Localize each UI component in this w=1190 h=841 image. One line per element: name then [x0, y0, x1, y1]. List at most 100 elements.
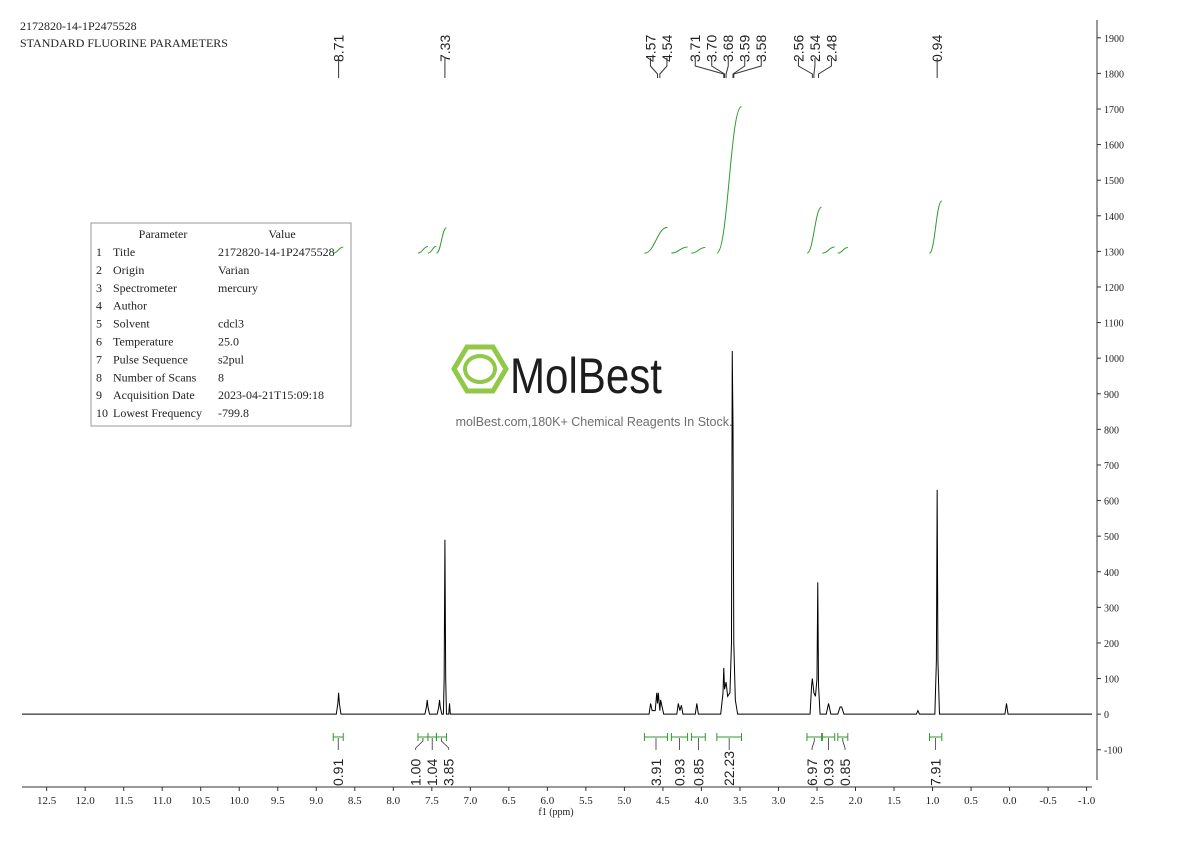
x-tick-label: 0.5 [964, 795, 978, 807]
integral-bracket [837, 733, 849, 741]
table-row-value: s2pul [218, 352, 245, 366]
peak-connector [813, 58, 816, 78]
peak-label: 3.68 [720, 35, 736, 62]
subtitle: STANDARD FLUORINE PARAMETERS [20, 36, 228, 50]
peak-label: 7.33 [437, 35, 453, 62]
peak-connector [818, 58, 832, 78]
peak-label: 2.54 [807, 35, 823, 62]
y-tick-label: 300 [1104, 603, 1119, 614]
peak-connector [711, 58, 726, 78]
table-row-number: 7 [96, 352, 102, 366]
table-row-name: Author [113, 299, 147, 313]
peak-label: 2.56 [790, 35, 806, 62]
table-row-name: Title [113, 245, 135, 259]
integral-bracket [435, 733, 447, 741]
x-tick-label: 2.5 [810, 795, 824, 807]
peak-connector [797, 58, 813, 78]
y-tick-label: 200 [1104, 639, 1119, 650]
integral-label: 1.04 [424, 759, 440, 786]
peak-connector [659, 58, 668, 78]
integral-label: 6.97 [804, 759, 820, 786]
integral-curve [417, 246, 429, 254]
y-tick-label: 700 [1104, 461, 1119, 472]
peak-label: 3.70 [704, 35, 720, 62]
integral-curve [671, 246, 688, 254]
table-row-number: 10 [96, 406, 108, 420]
y-tick-label: 400 [1104, 568, 1119, 579]
peak-label: 8.71 [331, 35, 347, 62]
integral-bracket [670, 733, 689, 741]
integral-label: 0.93 [821, 759, 837, 786]
x-tick-label: 9.5 [271, 795, 285, 807]
table-row-value: 2023-04-21T15:09:18 [218, 388, 324, 402]
integral-bracket [716, 733, 742, 741]
peak-label: 4.57 [642, 35, 658, 62]
x-tick-label: 6.5 [502, 795, 516, 807]
watermark-brand: MolBest [510, 348, 662, 404]
table-row-name: Number of Scans [113, 370, 197, 384]
x-tick-label: 3.5 [733, 795, 747, 807]
table-row-name: Temperature [113, 335, 173, 349]
x-tick-label: 7.5 [425, 795, 439, 807]
integral-label: 0.91 [330, 759, 346, 786]
integral-connector [441, 738, 450, 750]
peak-label: 0.94 [929, 35, 945, 62]
table-row-number: 6 [96, 335, 102, 349]
table-row-name: Lowest Frequency [113, 406, 202, 420]
integral-label: 0.85 [690, 759, 706, 786]
y-tick-label: 1500 [1104, 176, 1124, 187]
x-tick-label: 10.0 [230, 795, 250, 807]
y-tick-label: 1300 [1104, 247, 1124, 258]
table-row-value: -799.8 [218, 406, 249, 420]
integral-curve [716, 105, 742, 254]
table-row-number: 5 [96, 317, 102, 331]
peak-label: 3.58 [753, 35, 769, 62]
watermark: MolBest molBest.com,180K+ Chemical Reage… [451, 344, 732, 429]
integral-curve [644, 226, 668, 254]
table-row-value: 2172820-14-1P2475528 [218, 245, 335, 259]
integral-label: 0.85 [837, 759, 853, 786]
x-tick-label: 7.0 [463, 795, 477, 807]
integral-bracket [806, 733, 823, 741]
logo-ring [463, 354, 497, 384]
peak-connector [649, 58, 659, 78]
x-tick-label: 10.5 [191, 795, 211, 807]
integral-connector [811, 738, 815, 750]
y-tick-label: -100 [1104, 746, 1122, 757]
y-tick-label: 600 [1104, 497, 1119, 508]
table-row-name: Solvent [113, 317, 150, 331]
x-tick-label: 1.5 [887, 795, 901, 807]
table-header: Value [268, 227, 295, 241]
peak-label: 3.59 [737, 35, 753, 62]
x-tick-label: 5.5 [579, 795, 593, 807]
integral-curve [427, 245, 437, 254]
table-row-name: Origin [113, 263, 144, 277]
integral-bracket [821, 733, 836, 741]
table-header: Parameter [139, 227, 188, 241]
x-tick-label: 5.0 [618, 795, 632, 807]
integral-curve [928, 200, 943, 254]
peak-connector [694, 58, 725, 78]
x-tick-label: 2.0 [849, 795, 863, 807]
y-tick-label: 1900 [1104, 34, 1124, 45]
y-tick-label: 1700 [1104, 105, 1124, 116]
x-tick-label: -1.0 [1078, 795, 1096, 807]
parameter-table-frame [90, 222, 352, 427]
y-tick-label: 0 [1104, 710, 1109, 721]
x-tick-label: 4.5 [656, 795, 670, 807]
y-tick-label: 1200 [1104, 283, 1124, 294]
table-row-value: Varian [218, 263, 249, 277]
integral-curve [806, 206, 823, 254]
integral-label: 22.23 [721, 751, 737, 786]
x-tick-label: 12.0 [76, 795, 96, 807]
table-row-name: Spectrometer [113, 281, 177, 295]
integral-bracket [643, 733, 669, 741]
table-row-number: 4 [96, 299, 102, 313]
table-row-number: 9 [96, 388, 102, 402]
y-tick-label: 800 [1104, 425, 1119, 436]
x-tick-label: 3.0 [772, 795, 786, 807]
spectrum-line [22, 351, 1092, 715]
title: 2172820-14-1P2475528 [20, 19, 137, 33]
y-tick-label: 1000 [1104, 354, 1124, 365]
